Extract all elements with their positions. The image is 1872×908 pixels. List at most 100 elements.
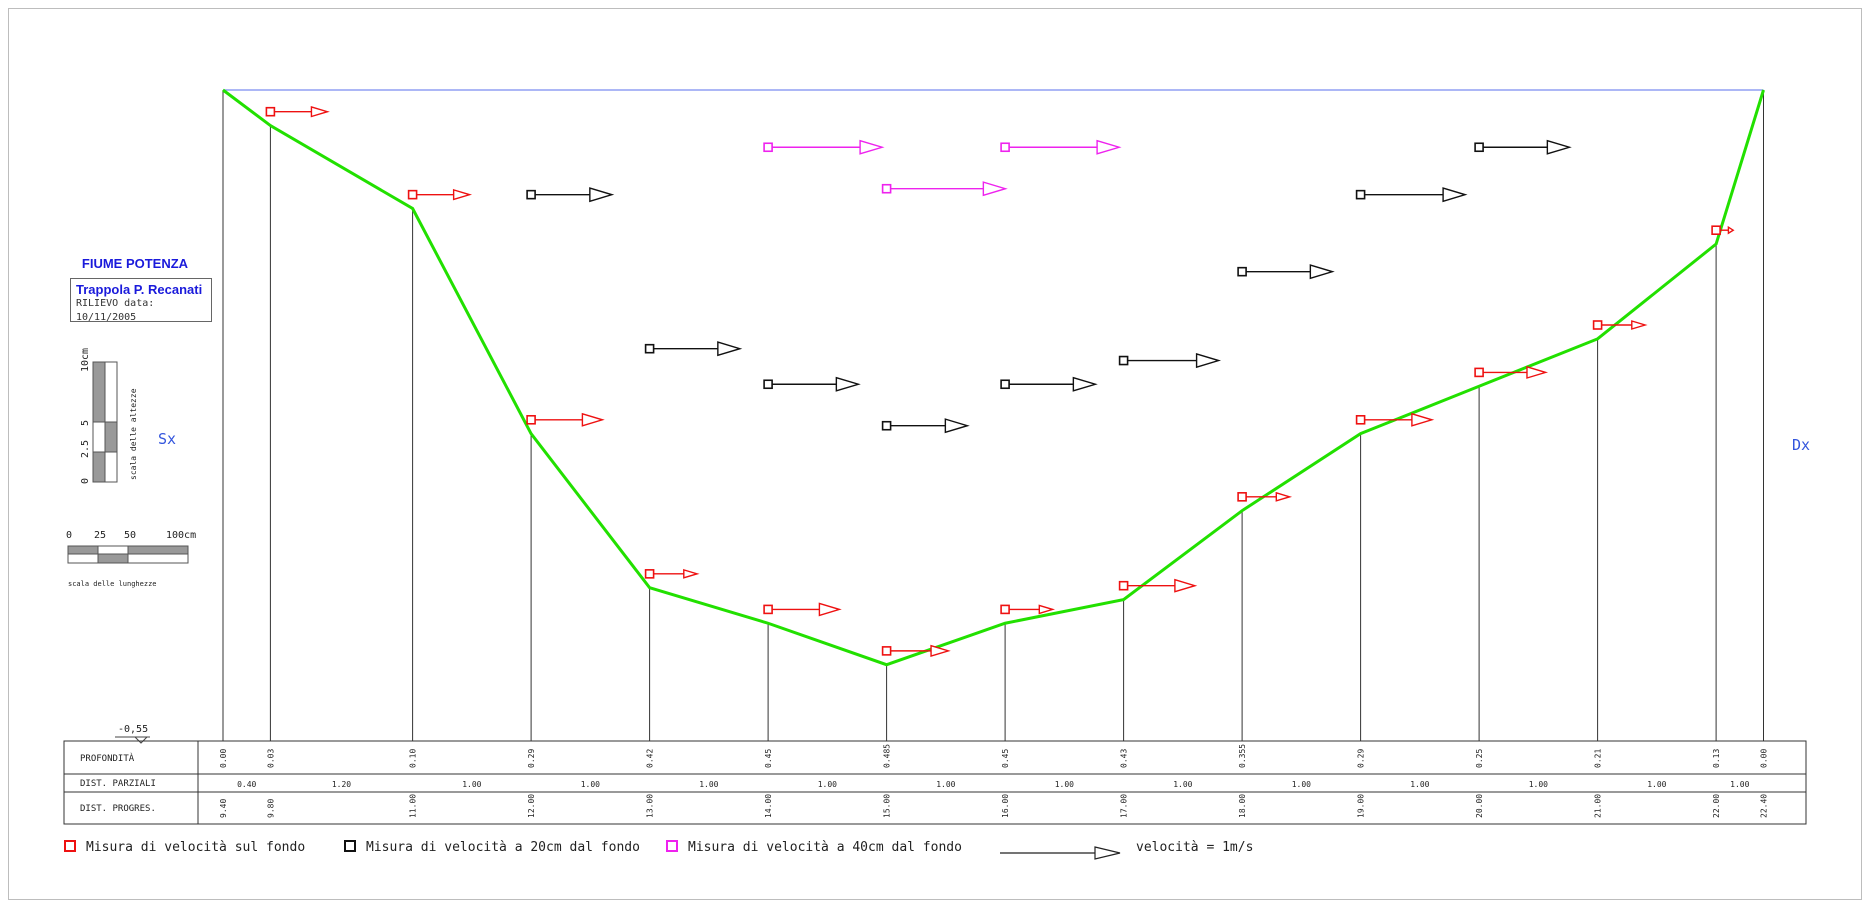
vertical-scale: 0 2.5 5 10cm scala delle altezze bbox=[80, 348, 138, 484]
velocity-bottom-arrowhead bbox=[581, 412, 605, 427]
data-table bbox=[63, 740, 1807, 825]
info-box: Trappola P. Recanati RILIEVO data: 10/11… bbox=[70, 278, 212, 323]
legend-40cm-marker bbox=[666, 840, 678, 852]
progressive-distance-value: 11.00 bbox=[409, 794, 418, 818]
depth-value: 0.485 bbox=[883, 744, 892, 768]
velocity-40cm-marker bbox=[1000, 142, 1010, 153]
depth-value: 0.42 bbox=[646, 749, 655, 768]
partial-distance-value: 1.00 bbox=[1055, 780, 1074, 789]
velocity-20cm-marker bbox=[1000, 379, 1010, 390]
velocity-20cm-marker bbox=[1237, 266, 1247, 277]
progressive-distance-value: 22.40 bbox=[1760, 794, 1769, 818]
partial-distance-value: 1.20 bbox=[332, 780, 351, 789]
site-name: Trappola P. Recanati bbox=[76, 282, 203, 297]
velocity-bottom-arrowhead bbox=[1526, 365, 1549, 379]
depth-value: 0.21 bbox=[1594, 749, 1603, 768]
progressive-distance-value: 17.00 bbox=[1120, 794, 1129, 818]
velocity-20cm-arrowhead bbox=[1309, 264, 1335, 280]
velocity-40cm-marker bbox=[881, 183, 892, 194]
velocity-20cm-marker bbox=[1355, 189, 1366, 200]
velocity-20cm-arrowhead bbox=[1072, 376, 1098, 392]
velocity-bottom-marker bbox=[881, 646, 892, 656]
velocity-20cm-arrowhead bbox=[944, 418, 970, 434]
progressive-distance-value: 14.00 bbox=[764, 794, 773, 818]
velocity-bottom-marker bbox=[1118, 580, 1129, 591]
depth-value: 0.13 bbox=[1712, 749, 1721, 768]
velocity-20cm-marker bbox=[526, 189, 536, 200]
velocity-40cm-marker bbox=[763, 142, 773, 153]
legend-20cm-marker bbox=[344, 840, 356, 852]
depth-value: 0.43 bbox=[1120, 749, 1129, 768]
velocity-bottom-marker bbox=[1592, 320, 1603, 330]
legend-40cm-label: Misura di velocità a 40cm dal fondo bbox=[688, 840, 962, 855]
hscale-tick-0: 0 bbox=[66, 530, 72, 541]
velocity-20cm-arrowhead bbox=[1442, 187, 1468, 203]
velocity-20cm-arrowhead bbox=[717, 341, 743, 357]
velocity-20cm-marker bbox=[881, 420, 892, 431]
row-label-progressive: DIST. PROGRES. bbox=[80, 804, 156, 814]
river-title: FIUME POTENZA bbox=[81, 256, 189, 271]
velocity-bottom-marker bbox=[1000, 604, 1010, 615]
progressive-distance-value: 12.00 bbox=[527, 794, 536, 818]
depth-value: 0.10 bbox=[409, 749, 418, 768]
velocity-40cm-arrowhead bbox=[1096, 139, 1122, 155]
depth-value: 0.29 bbox=[527, 749, 536, 768]
velocity-20cm-arrowhead bbox=[835, 376, 861, 392]
velocity-20cm-marker bbox=[644, 343, 655, 354]
depth-value: 0.355 bbox=[1238, 744, 1247, 768]
drawing-frame bbox=[8, 8, 1862, 900]
legend-bottom-label: Misura di velocità sul fondo bbox=[86, 840, 306, 855]
velocity-bottom-arrowhead bbox=[818, 602, 842, 617]
progressive-distance-value: 18.00 bbox=[1238, 794, 1247, 818]
progressive-distance-value: 22.00 bbox=[1712, 794, 1721, 818]
velocity-bottom-arrowhead bbox=[1174, 578, 1198, 593]
water-level-marker: -0,55 bbox=[115, 724, 150, 744]
survey-date: RILIEVO data: 10/11/2005 bbox=[76, 298, 155, 323]
partial-distance-value: 1.00 bbox=[581, 780, 600, 789]
velocity-bottom-arrowhead bbox=[1038, 604, 1056, 615]
horizontal-scale: 0 25 50 100cm scala delle lunghezze bbox=[66, 530, 196, 588]
velocity-bottom-marker bbox=[763, 604, 773, 615]
velocity-20cm-marker bbox=[1474, 142, 1484, 153]
progressive-distance-value: 20.00 bbox=[1475, 794, 1484, 818]
velocity-20cm-arrowhead bbox=[1195, 353, 1222, 369]
vscale-tick-3: 10cm bbox=[80, 348, 91, 372]
velocity-20cm-marker bbox=[763, 379, 773, 390]
vscale-caption: scala delle altezze bbox=[129, 388, 138, 480]
depth-value: 0.29 bbox=[1357, 749, 1366, 768]
legend-bottom: Misura di velocità sul fondo bbox=[64, 840, 305, 855]
velocity-bottom-marker bbox=[1474, 367, 1484, 378]
velocity-40cm-arrowhead bbox=[982, 181, 1008, 197]
velocity-bottom-arrowhead bbox=[930, 644, 951, 658]
partial-distance-value: 1.00 bbox=[1529, 780, 1548, 789]
partial-distance-value: 1.00 bbox=[936, 780, 955, 789]
partial-distance-value: 1.00 bbox=[1730, 780, 1749, 789]
velocity-bottom-marker bbox=[1237, 492, 1247, 502]
vscale-tick-2: 5 bbox=[80, 420, 91, 426]
velocity-bottom-marker bbox=[407, 189, 418, 200]
depth-value: 0.00 bbox=[1760, 749, 1769, 768]
progressive-distance-value: 9.40 bbox=[219, 799, 228, 818]
hscale-tick-2: 50 bbox=[124, 530, 136, 541]
hscale-tick-1: 25 bbox=[94, 530, 106, 541]
legend-40cm: Misura di velocità a 40cm dal fondo bbox=[666, 840, 962, 855]
velocity-bottom-arrowhead bbox=[1631, 320, 1648, 330]
partial-distance-value: 1.00 bbox=[699, 780, 718, 789]
row-label-partial: DIST. PARZIALI bbox=[80, 779, 156, 789]
progressive-distance-value: 16.00 bbox=[1001, 794, 1010, 818]
velocity-bottom-marker bbox=[1355, 414, 1366, 425]
velocity-bottom-marker bbox=[644, 569, 655, 579]
depth-value: 0.03 bbox=[266, 749, 275, 768]
partial-distance-value: 1.00 bbox=[1647, 780, 1666, 789]
vscale-tick-1: 2.5 bbox=[80, 440, 91, 458]
velocity-20cm-arrowhead bbox=[589, 187, 615, 203]
velocity-40cm-arrowhead bbox=[859, 139, 885, 155]
partial-distance-value: 1.00 bbox=[462, 780, 481, 789]
depth-value: 0.25 bbox=[1475, 749, 1484, 768]
velocity-bottom-arrowhead bbox=[1727, 225, 1735, 235]
depth-value: 0.00 bbox=[219, 749, 228, 768]
velocity-20cm-arrowhead bbox=[1546, 139, 1572, 155]
water-level-label: -0,55 bbox=[118, 724, 148, 735]
velocity-bottom-arrowhead bbox=[452, 188, 473, 201]
